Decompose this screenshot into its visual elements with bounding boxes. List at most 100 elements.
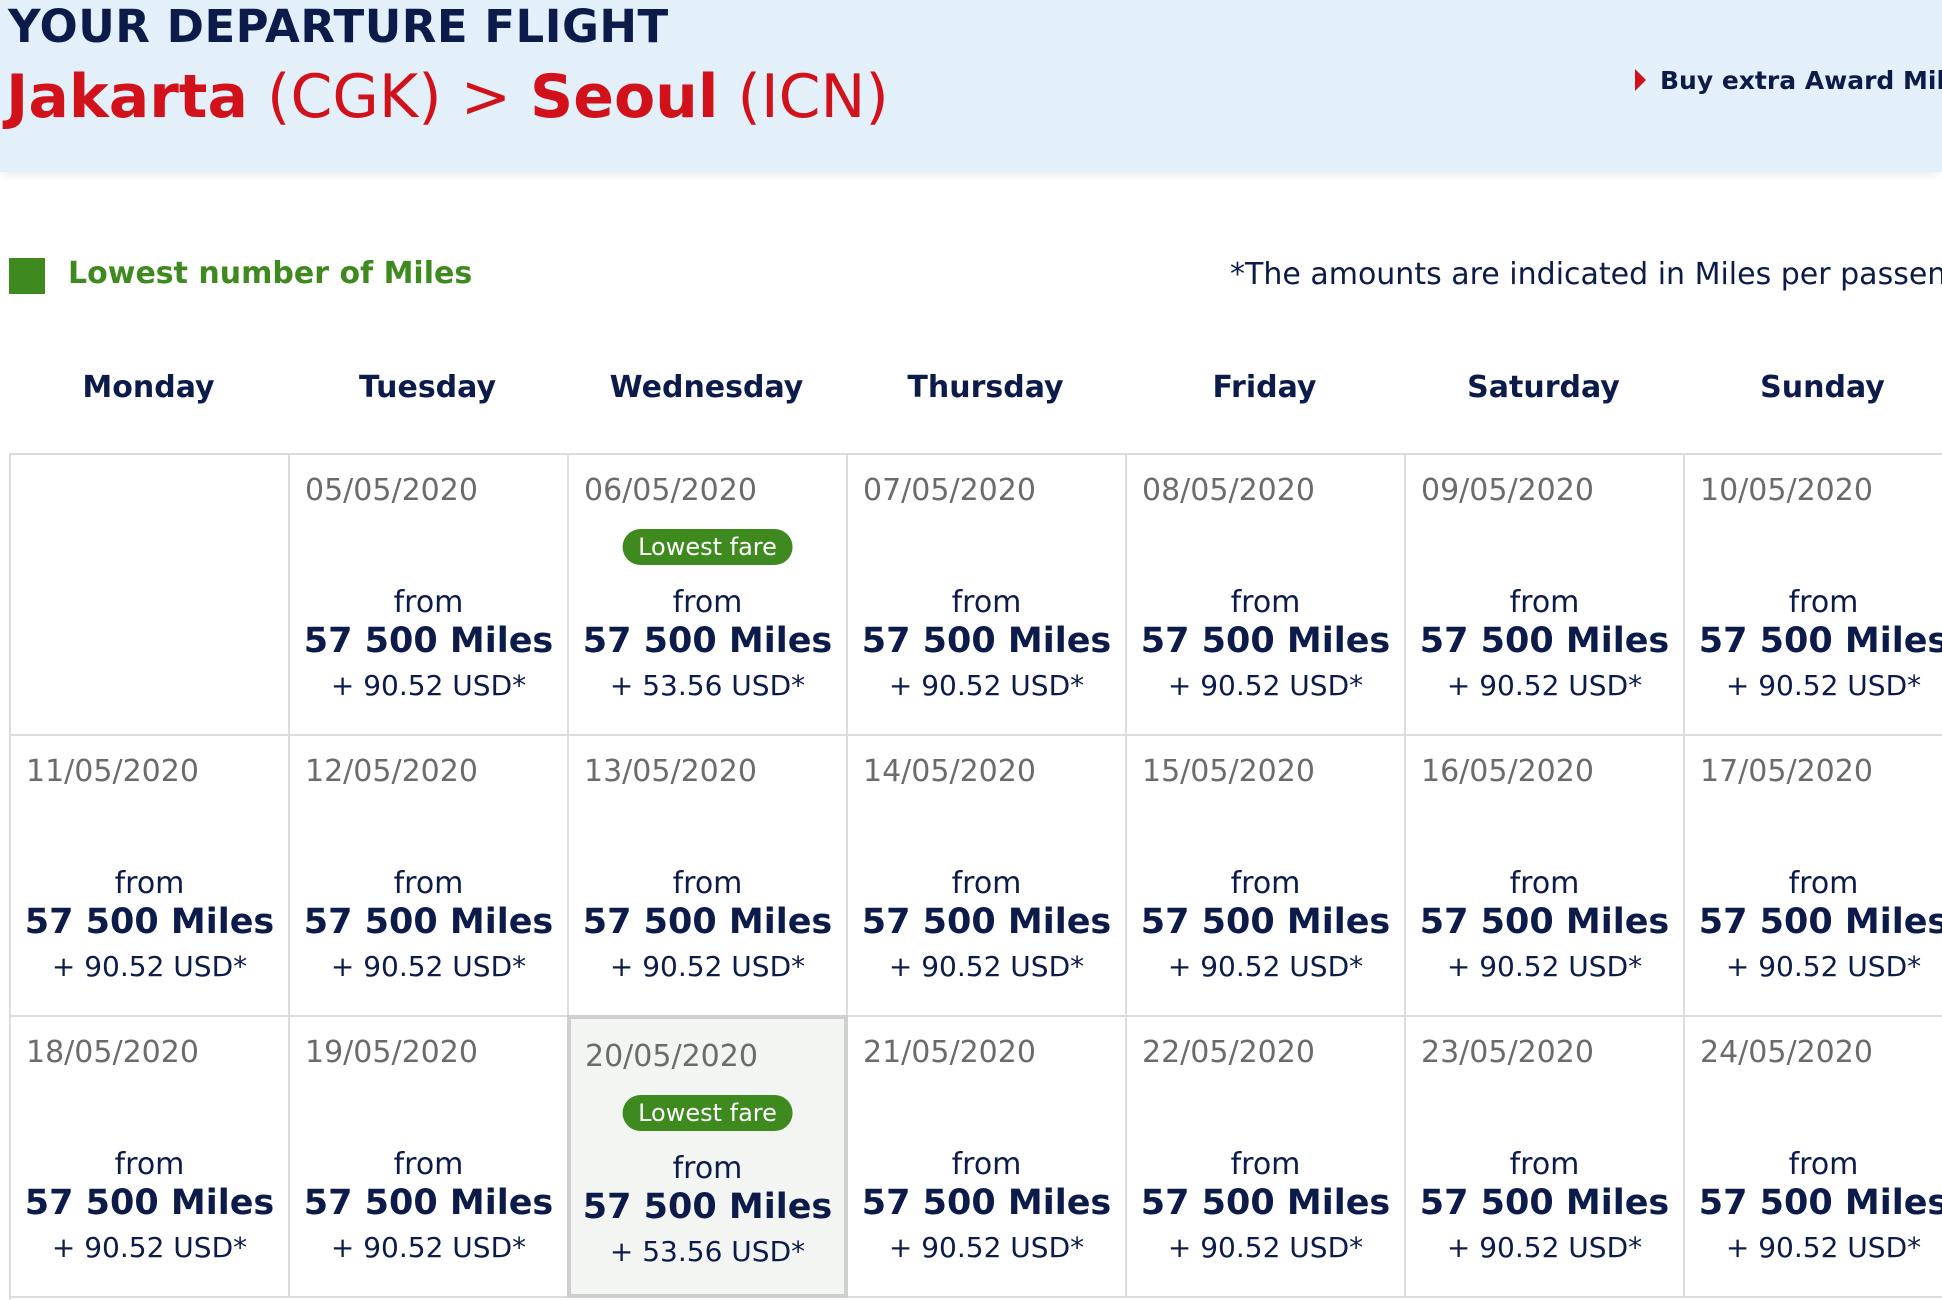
miles-amount: 57 500 Miles	[1698, 1183, 1942, 1223]
calendar-day-cell[interactable]: 12/05/2020 from 57 500 Miles + 90.52 USD*	[290, 736, 569, 1017]
tax-amount: + 90.52 USD*	[1446, 1231, 1643, 1264]
miles-amount: 57 500 Miles	[1698, 902, 1942, 942]
day-date: 17/05/2020	[1700, 754, 1873, 789]
buy-extra-miles-label: Buy extra Award Miles	[1660, 66, 1942, 95]
calendar-day-cell[interactable]: 19/05/2020 from 57 500 Miles + 90.52 USD*	[290, 1017, 569, 1298]
tax-amount: + 90.52 USD*	[330, 950, 527, 983]
calendar-day-cell[interactable]: 23/05/2020 from 57 500 Miles + 90.52 USD*	[1406, 1017, 1685, 1298]
calendar-day-cell[interactable]: 06/05/2020 Lowest fare from 57 500 Miles + 5…	[569, 455, 848, 736]
calendar-day-cell[interactable]: 13/05/2020 from 57 500 Miles + 90.52 USD*	[569, 736, 848, 1017]
miles-amount: 57 500 Miles	[861, 621, 1112, 661]
tax-amount: + 90.52 USD*	[888, 1231, 1085, 1264]
price-from-label: from	[1230, 585, 1301, 620]
price-from-label: from	[951, 866, 1022, 901]
weekday-friday: Friday	[1212, 370, 1317, 405]
lowest-fare-badge: Lowest fare	[622, 529, 793, 565]
day-date: 07/05/2020	[863, 473, 1036, 508]
tax-amount: + 53.56 USD*	[609, 1235, 806, 1268]
route-separator: >	[460, 62, 511, 132]
calendar-day-cell[interactable]: 16/05/2020 from 57 500 Miles + 90.52 USD*	[1406, 736, 1685, 1017]
calendar-day-cell[interactable]: 07/05/2020 from 57 500 Miles + 90.52 USD*	[848, 455, 1127, 736]
miles-amount: 57 500 Miles	[1419, 902, 1670, 942]
miles-amount: 57 500 Miles	[861, 1183, 1112, 1223]
miles-amount: 57 500 Miles	[24, 1183, 275, 1223]
miles-amount: 57 500 Miles	[1140, 902, 1391, 942]
day-date: 06/05/2020	[584, 473, 757, 508]
day-date: 08/05/2020	[1142, 473, 1315, 508]
origin-city: Jakarta	[6, 62, 248, 132]
origin-code: (CGK)	[267, 62, 442, 132]
calendar-day-cell[interactable]: 15/05/2020 from 57 500 Miles + 90.52 USD*	[1127, 736, 1406, 1017]
calendar-day-cell[interactable]: 20/05/2020 Lowest fare from 57 500 Miles + 5…	[567, 1015, 848, 1298]
calendar-day-cell[interactable]: 05/05/2020 from 57 500 Miles + 90.52 USD*	[290, 455, 569, 736]
miles-amount: 57 500 Miles	[303, 1183, 554, 1223]
calendar-day-cell[interactable]: 11/05/2020 from 57 500 Miles + 90.52 USD*	[11, 736, 290, 1017]
destination-city: Seoul	[530, 62, 719, 132]
miles-amount: 57 500 Miles	[1419, 1183, 1670, 1223]
day-date: 09/05/2020	[1421, 473, 1594, 508]
calendar-day-cell[interactable]: 24/05/2020 from 57 500 Miles + 90.52 USD*	[1685, 1017, 1942, 1298]
legend-label: Lowest number of Miles	[68, 256, 473, 291]
price-from-label: from	[393, 866, 464, 901]
tax-amount: + 90.52 USD*	[1167, 950, 1364, 983]
price-from-label: from	[672, 585, 743, 620]
tax-amount: + 90.52 USD*	[1725, 669, 1922, 702]
price-from-label: from	[1230, 1147, 1301, 1182]
page-header: YOUR DEPARTURE FLIGHT Jakarta (CGK) > Se…	[0, 0, 1942, 172]
calendar-day-cell[interactable]: 09/05/2020 from 57 500 Miles + 90.52 USD*	[1406, 455, 1685, 736]
miles-amount: 57 500 Miles	[1419, 621, 1670, 661]
price-from-label: from	[1788, 866, 1859, 901]
day-date: 19/05/2020	[305, 1035, 478, 1070]
price-from-label: from	[951, 585, 1022, 620]
price-from-label: from	[393, 1147, 464, 1182]
weekday-header-row: Monday Tuesday Wednesday Thursday Friday Satu…	[9, 370, 1942, 450]
miles-amount: 57 500 Miles	[582, 621, 833, 661]
tax-amount: + 90.52 USD*	[888, 669, 1085, 702]
calendar-day-cell[interactable]: 17/05/2020 from 57 500 Miles + 90.52 USD*	[1685, 736, 1942, 1017]
price-from-label: from	[1788, 1147, 1859, 1182]
day-date: 05/05/2020	[305, 473, 478, 508]
legend-color-swatch	[9, 258, 45, 294]
day-date: 21/05/2020	[863, 1035, 1036, 1070]
weekday-sunday: Sunday	[1760, 370, 1885, 405]
tax-amount: + 90.52 USD*	[1167, 1231, 1364, 1264]
tax-amount: + 90.52 USD*	[1446, 950, 1643, 983]
price-from-label: from	[114, 1147, 185, 1182]
miles-note: *The amounts are indicated in Miles per …	[1230, 257, 1942, 292]
price-from-label: from	[1788, 585, 1859, 620]
day-date: 23/05/2020	[1421, 1035, 1594, 1070]
calendar-day-cell[interactable]: 18/05/2020 from 57 500 Miles + 90.52 USD*	[11, 1017, 290, 1298]
tax-amount: + 53.56 USD*	[609, 669, 806, 702]
weekday-thursday: Thursday	[907, 370, 1064, 405]
price-from-label: from	[672, 866, 743, 901]
lowest-fare-badge: Lowest fare	[622, 1095, 793, 1131]
day-date: 14/05/2020	[863, 754, 1036, 789]
day-date: 12/05/2020	[305, 754, 478, 789]
day-date: 20/05/2020	[585, 1039, 758, 1074]
calendar-day-cell[interactable]: 14/05/2020 from 57 500 Miles + 90.52 USD*	[848, 736, 1127, 1017]
day-date: 15/05/2020	[1142, 754, 1315, 789]
buy-extra-miles-link[interactable]: Buy extra Award Miles	[1635, 66, 1942, 95]
price-from-label: from	[951, 1147, 1022, 1182]
day-date: 18/05/2020	[26, 1035, 199, 1070]
weekday-monday: Monday	[82, 370, 215, 405]
tax-amount: + 90.52 USD*	[1446, 669, 1643, 702]
miles-amount: 57 500 Miles	[1140, 1183, 1391, 1223]
day-date: 22/05/2020	[1142, 1035, 1315, 1070]
fare-calendar: 05/05/2020 from 57 500 Miles + 90.52 USD* 06…	[9, 453, 1942, 1300]
tax-amount: + 90.52 USD*	[609, 950, 806, 983]
destination-code: (ICN)	[737, 62, 889, 132]
price-from-label: from	[393, 585, 464, 620]
calendar-day-cell[interactable]: 21/05/2020 from 57 500 Miles + 90.52 USD*	[848, 1017, 1127, 1298]
price-from-label: from	[114, 866, 185, 901]
calendar-day-cell[interactable]: 22/05/2020 from 57 500 Miles + 90.52 USD*	[1127, 1017, 1406, 1298]
tax-amount: + 90.52 USD*	[330, 669, 527, 702]
price-from-label: from	[672, 1151, 743, 1186]
tax-amount: + 90.52 USD*	[888, 950, 1085, 983]
tax-amount: + 90.52 USD*	[1725, 950, 1922, 983]
calendar-day-cell[interactable]: 08/05/2020 from 57 500 Miles + 90.52 USD*	[1127, 455, 1406, 736]
price-from-label: from	[1509, 1147, 1580, 1182]
price-from-label: from	[1509, 866, 1580, 901]
calendar-day-cell[interactable]: 10/05/2020 from 57 500 Miles + 90.52 USD*	[1685, 455, 1942, 736]
weekday-tuesday: Tuesday	[358, 370, 497, 405]
